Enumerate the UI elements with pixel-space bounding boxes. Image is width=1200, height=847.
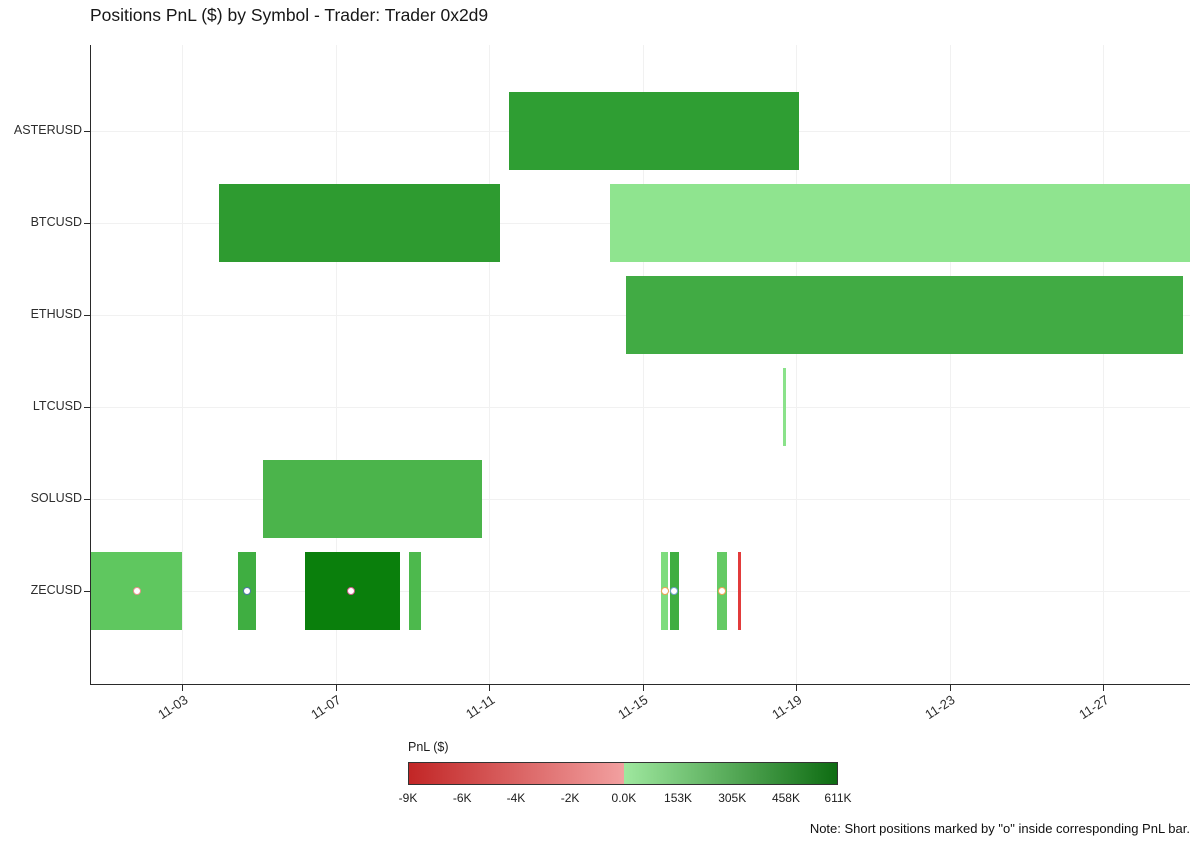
pnl-bar — [509, 92, 800, 170]
y-axis-label: ASTERUSD — [13, 123, 82, 137]
short-position-marker — [718, 587, 727, 595]
y-axis-label: LTCUSD — [32, 399, 82, 413]
pnl-bar — [626, 276, 1184, 354]
y-tick — [84, 591, 90, 592]
colorbar-tick-label: -6K — [452, 791, 472, 805]
x-tick — [796, 685, 798, 691]
colorbar-tick-label: 0.0K — [611, 791, 637, 805]
y-gridline — [90, 407, 1190, 408]
x-gridline — [796, 45, 798, 684]
pnl-bar — [738, 552, 742, 630]
x-gridline — [949, 45, 951, 684]
short-position-marker — [346, 587, 355, 595]
colorbar-tick-label: 305K — [718, 791, 747, 805]
y-axis-label: ETHUSD — [30, 307, 82, 321]
colorbar-tick-label: 611K — [824, 791, 852, 805]
x-gridline — [182, 45, 184, 684]
colorbar-title: PnL ($) — [408, 740, 449, 754]
pnl-bar — [263, 460, 483, 538]
x-tick-label: 11-19 — [769, 692, 805, 723]
x-gridline — [335, 45, 337, 684]
x-tick — [335, 685, 337, 691]
colorbar-tick-label: 153K — [664, 791, 693, 805]
x-tick — [642, 685, 644, 691]
x-tick — [182, 685, 184, 691]
y-axis-label: BTCUSD — [30, 215, 82, 229]
y-gridline — [90, 499, 1190, 500]
y-axis-line — [90, 45, 91, 685]
pnl-bar — [782, 368, 786, 446]
colorbar-tick-label: 458K — [771, 791, 800, 805]
short-position-marker — [133, 587, 142, 595]
short-position-marker — [242, 587, 251, 595]
short-position-marker — [660, 587, 669, 595]
footnote: Note: Short positions marked by "o" insi… — [809, 821, 1190, 836]
x-tick — [949, 685, 951, 691]
x-gridline — [642, 45, 644, 684]
x-tick-label: 11-23 — [922, 692, 958, 723]
y-gridline — [90, 591, 1190, 592]
x-tick-label: 11-03 — [155, 692, 191, 723]
x-tick — [489, 685, 491, 691]
x-tick-label: 11-15 — [615, 692, 651, 723]
pnl-bar — [218, 184, 501, 262]
chart-title: Positions PnL ($) by Symbol - Trader: Tr… — [90, 5, 489, 25]
x-tick-label: 11-07 — [308, 692, 344, 723]
y-tick — [84, 315, 90, 316]
x-tick-label: 11-11 — [462, 692, 498, 722]
colorbar-tick-label: -9K — [398, 791, 418, 805]
y-tick — [84, 499, 90, 500]
y-tick — [84, 407, 90, 408]
colorbar-tick-label: -4K — [506, 791, 526, 805]
x-gridline — [1103, 45, 1105, 684]
pnl-bar — [610, 184, 1190, 262]
x-tick — [1103, 685, 1105, 691]
x-axis-line — [90, 684, 1190, 685]
colorbar-tick-label: -2K — [560, 791, 580, 805]
y-tick — [84, 131, 90, 132]
y-axis-label: SOLUSD — [30, 491, 82, 505]
x-tick-label: 11-27 — [1076, 692, 1112, 723]
y-axis-label: ZECUSD — [30, 583, 82, 597]
pnl-bar — [409, 552, 422, 630]
colorbar-gradient — [408, 762, 838, 785]
x-gridline — [489, 45, 491, 684]
short-position-marker — [670, 587, 679, 595]
y-tick — [84, 223, 90, 224]
